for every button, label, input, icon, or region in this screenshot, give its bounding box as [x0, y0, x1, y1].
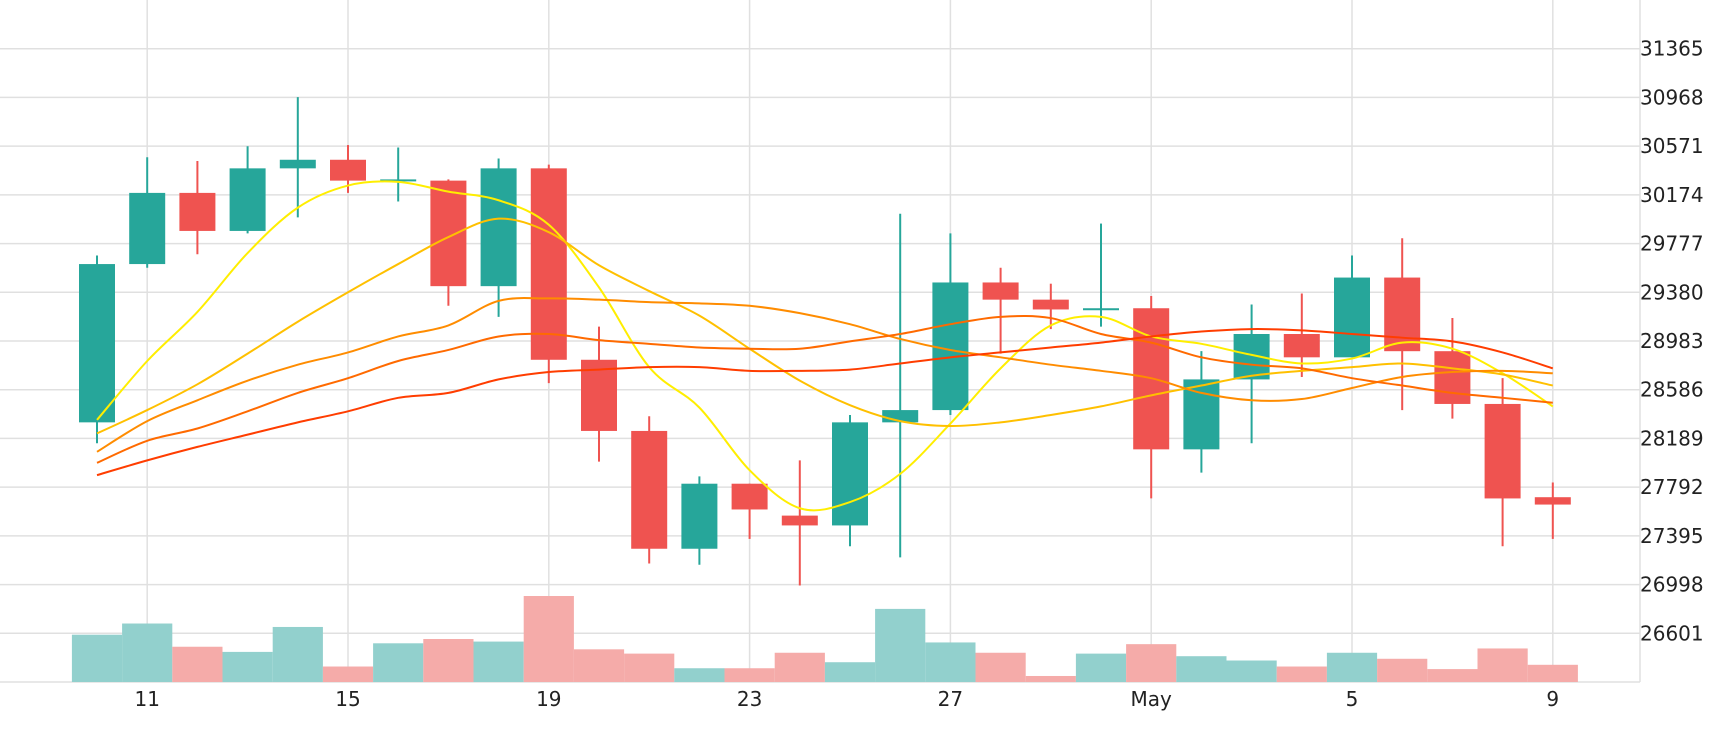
volume-bar — [172, 646, 223, 682]
volume-bar — [1176, 656, 1227, 682]
volume-bar — [222, 651, 273, 682]
volume-bar — [71, 634, 123, 682]
candle-body — [430, 180, 467, 287]
candle-body — [279, 159, 316, 169]
volume-bar — [122, 623, 173, 682]
volume-bar — [523, 596, 574, 682]
candle-body — [229, 168, 266, 231]
candle-body — [1384, 277, 1421, 352]
volume-bar — [423, 639, 474, 682]
moving-average-line — [96, 180, 1554, 512]
candle-body — [79, 264, 115, 423]
y-tick-label: 30571 — [1640, 134, 1704, 158]
x-tick-label: 15 — [335, 687, 360, 711]
x-tick-label: 19 — [536, 687, 561, 711]
candle-body — [480, 168, 517, 287]
moving-average-lines — [96, 180, 1554, 512]
candle-body — [530, 168, 567, 360]
candle-body — [681, 483, 718, 549]
volume-bar — [925, 642, 976, 682]
candle-body — [1283, 334, 1320, 358]
x-tick-label: 11 — [134, 687, 159, 711]
candle-body — [179, 192, 216, 231]
candle-body — [1484, 403, 1521, 499]
volume-bar — [1276, 666, 1327, 682]
y-tick-label: 28983 — [1640, 329, 1704, 353]
moving-average-line — [96, 328, 1554, 477]
volume-bar — [1427, 669, 1478, 682]
y-tick-label: 27395 — [1640, 524, 1704, 548]
volume-bar — [272, 626, 323, 682]
candle-body — [1183, 379, 1220, 450]
candle-body — [932, 282, 969, 411]
candle-body — [1083, 308, 1119, 311]
volume-bar — [774, 652, 825, 682]
volume-bar — [824, 662, 876, 682]
candle-body — [631, 430, 668, 549]
volume-bar — [1377, 658, 1428, 682]
y-tick-label: 27792 — [1640, 475, 1704, 499]
x-tick-label: 5 — [1346, 687, 1359, 711]
y-tick-label: 29380 — [1640, 280, 1704, 304]
volume-bar — [674, 668, 725, 682]
candle-body — [581, 359, 617, 431]
candle-body — [731, 483, 768, 510]
y-axis: 31365 30968 30571 30174 29777 29380 28983 28586… — [1640, 37, 1704, 646]
x-tick-label: 23 — [737, 687, 762, 711]
volume-bar — [1025, 675, 1076, 682]
y-tick-label: 30968 — [1640, 85, 1704, 109]
volume-bar — [1075, 653, 1127, 682]
moving-average-line — [96, 314, 1553, 464]
y-tick-label: 26601 — [1640, 621, 1704, 645]
volume-bar — [1477, 648, 1528, 682]
volume-bar — [1527, 664, 1578, 682]
moving-average-line — [96, 217, 1554, 435]
y-tick-label: 28586 — [1640, 378, 1704, 402]
x-tick-label: May — [1131, 687, 1173, 711]
volume-bar — [473, 641, 524, 682]
volume-bar — [573, 649, 625, 682]
candle-body — [832, 422, 868, 526]
y-tick-label: 28189 — [1640, 426, 1704, 450]
volume-bar — [1326, 652, 1378, 682]
volume-bar — [624, 653, 675, 682]
volume-bars — [71, 596, 1578, 682]
volume-bar — [373, 643, 424, 682]
candle-body — [781, 515, 818, 526]
volume-bar — [1226, 660, 1277, 682]
y-tick-label: 30174 — [1640, 183, 1704, 207]
candle-body — [982, 282, 1019, 300]
volume-bar — [1126, 644, 1177, 682]
candle-body — [1434, 351, 1471, 404]
x-tick-label: 27 — [938, 687, 963, 711]
candle-body — [1534, 497, 1571, 505]
volume-bar — [322, 666, 374, 682]
candle-body — [1032, 299, 1069, 310]
volume-bar — [724, 668, 775, 682]
y-tick-label: 26998 — [1640, 573, 1704, 597]
candle-body — [380, 179, 417, 182]
candle-body — [1334, 277, 1370, 358]
x-tick-label: 9 — [1546, 687, 1559, 711]
y-tick-label: 29777 — [1640, 232, 1704, 256]
volume-bar — [975, 652, 1026, 682]
volume-bar — [875, 608, 926, 682]
moving-average-line — [96, 297, 1553, 453]
x-axis: 11 15 19 23 27 May 5 9 — [134, 687, 1559, 711]
candle-body — [330, 159, 366, 181]
candle-body — [129, 192, 166, 265]
y-tick-label: 31365 — [1640, 37, 1704, 61]
